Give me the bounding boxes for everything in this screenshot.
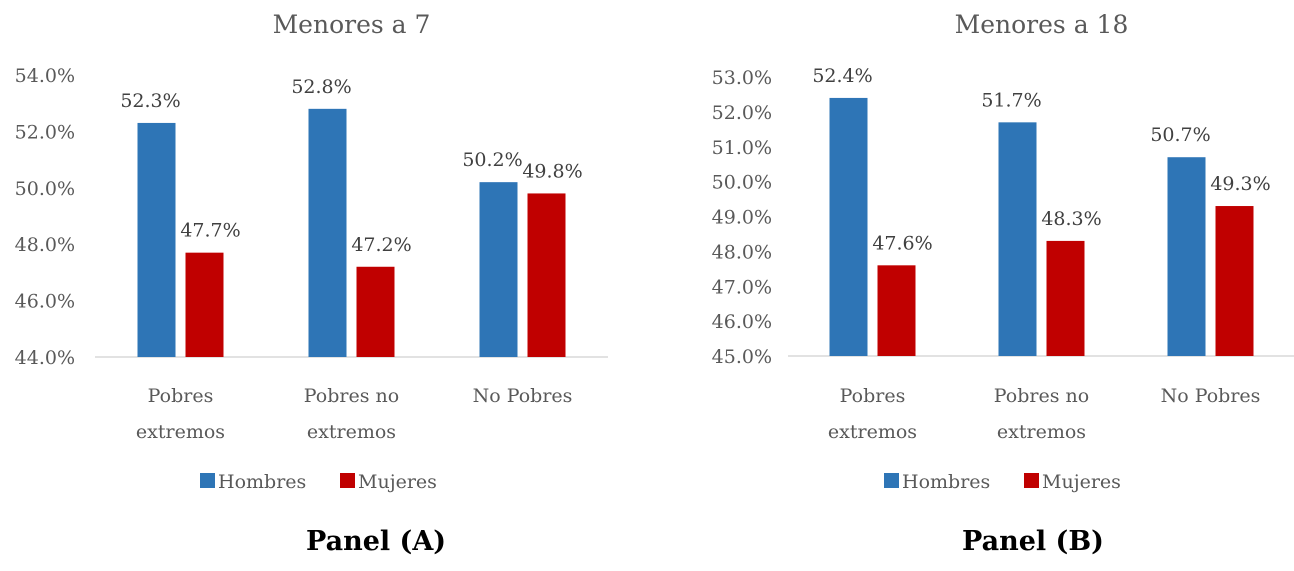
panel-b-y-tick: 50.0% (712, 172, 772, 194)
panel-a-title: Menores a 7 (273, 10, 431, 39)
panel-b-bar-mujeres (1215, 206, 1254, 356)
panel-b-data-label: 47.6% (872, 232, 932, 254)
panel-a-y-tick: 48.0% (15, 234, 75, 256)
panel-a-legend-label-mujeres: Mujeres (358, 471, 437, 493)
panel-a-y-tick: 46.0% (15, 291, 75, 313)
panel-a-data-label: 52.8% (291, 76, 351, 98)
panel-a-category-label: extremos (307, 421, 396, 443)
panel-b-category-label: Pobres no (994, 385, 1089, 407)
panel-a-bar-mujeres (527, 193, 566, 357)
panel-a-legend-label-hombres: Hombres (218, 471, 306, 493)
panel-b-y-tick: 48.0% (712, 241, 772, 263)
panel-a-data-label: 47.7% (180, 220, 240, 242)
panel-a-data-label: 50.2% (462, 149, 522, 171)
panel-b-legend-swatch-hombres (884, 473, 899, 488)
panel-b-legend-label-mujeres: Mujeres (1042, 471, 1121, 493)
panel-a-data-label: 52.3% (120, 90, 180, 112)
panel-a-category-label: Pobres no (304, 385, 399, 407)
panel-a-bar-mujeres (185, 252, 224, 357)
panel-b-category-label: extremos (828, 421, 917, 443)
panel-b-title: Menores a 18 (955, 10, 1129, 39)
panel-a-data-label: 47.2% (351, 234, 411, 256)
panel-b-bar-mujeres (877, 265, 916, 356)
panel-b-bar-hombres (829, 97, 868, 357)
panel-b-legend-label-hombres: Hombres (902, 471, 990, 493)
panel-b-bar-hombres (1167, 157, 1206, 356)
panel-a-y-tick: 44.0% (15, 347, 75, 369)
panel-b-category-label: extremos (997, 421, 1086, 443)
panel-b-label: Panel (B) (962, 526, 1104, 557)
panel-b-data-label: 50.7% (1150, 124, 1210, 146)
panel-b-data-label: 51.7% (981, 89, 1041, 111)
panel-a-category-label: Pobres (148, 385, 214, 407)
panel-b-y-tick: 49.0% (712, 207, 772, 229)
panel-b-y-tick: 46.0% (712, 311, 772, 333)
panel-a-bar-hombres (308, 108, 347, 357)
panel-a-label: Panel (A) (306, 526, 447, 557)
panel-a-bar-mujeres (356, 266, 395, 357)
panel-a-category-label: No Pobres (473, 385, 573, 407)
panel-a-y-tick: 52.0% (15, 121, 75, 143)
panel-b-bar-mujeres (1046, 240, 1085, 356)
panel-a-legend-swatch-mujeres (340, 473, 355, 488)
panel-a-bar-hombres (137, 122, 176, 357)
panel-b-data-label: 49.3% (1210, 173, 1270, 195)
panel-b-y-tick: 51.0% (712, 137, 772, 159)
panel-b-category-label: Pobres (840, 385, 906, 407)
panel-b-data-label: 48.3% (1041, 208, 1101, 230)
panel-a-category-label: extremos (136, 421, 225, 443)
panel-b-y-tick: 47.0% (712, 276, 772, 298)
panel-b-category-label: No Pobres (1161, 385, 1261, 407)
panel-a-legend-swatch-hombres (200, 473, 215, 488)
panel-a-y-tick: 54.0% (15, 65, 75, 87)
panel-b-y-tick: 45.0% (712, 346, 772, 368)
panel-b-legend-swatch-mujeres (1024, 473, 1039, 488)
panel-b-y-tick: 53.0% (712, 67, 772, 89)
panel-a-bar-hombres (479, 182, 518, 357)
panel-b-bar-hombres (998, 122, 1037, 357)
panel-a-y-tick: 50.0% (15, 178, 75, 200)
panel-b-data-label: 52.4% (812, 65, 872, 87)
panel-b-y-tick: 52.0% (712, 102, 772, 124)
panel-a-data-label: 49.8% (522, 160, 582, 182)
